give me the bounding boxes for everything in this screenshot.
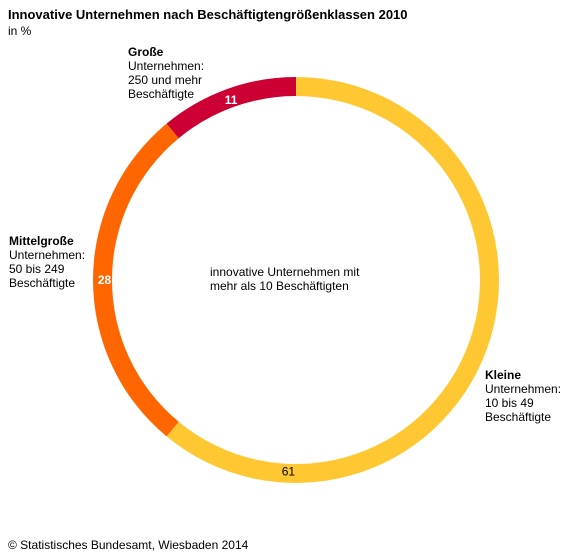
chart-subtitle: in %: [8, 24, 32, 38]
center-label-line1: innovative Unternehmen mit: [210, 265, 360, 279]
legend-label-medium: Mittelgroße Unternehmen: 50 bis 249 Besc…: [9, 234, 85, 290]
center-label-line2: mehr als 10 Beschäftigten: [210, 279, 349, 293]
legend-label-large-line1: Unternehmen:: [128, 59, 205, 73]
legend-label-small-line1: Unternehmen:: [485, 382, 562, 396]
legend-label-medium-line3: Beschäftigte: [9, 276, 76, 290]
chart-title: Innovative Unternehmen nach Beschäftigte…: [8, 7, 408, 22]
slice-value-label: 28: [98, 273, 112, 287]
source-footer: © Statistisches Bundesamt, Wiesbaden 201…: [8, 538, 249, 552]
legend-label-medium-name: Mittelgroße: [9, 234, 74, 248]
legend-label-small: Kleine Unternehmen: 10 bis 49 Beschäftig…: [485, 368, 561, 424]
legend-label-small-line3: Beschäftigte: [485, 410, 552, 424]
legend-label-large: Große Unternehmen: 250 und mehr Beschäft…: [128, 45, 204, 101]
pie-slice: [92, 123, 179, 437]
pie-slice: [166, 77, 296, 139]
legend-label-medium-line1: Unternehmen:: [9, 248, 86, 262]
pie-slice: [166, 77, 500, 484]
legend-label-small-line2: 10 bis 49: [485, 396, 534, 410]
legend-label-small-name: Kleine: [485, 368, 522, 382]
legend-label-large-line3: Beschäftigte: [128, 87, 195, 101]
slice-value-label: 61: [282, 464, 296, 478]
center-label: innovative Unternehmen mit mehr als 10 B…: [210, 265, 390, 293]
legend-label-large-name: Große: [128, 45, 164, 59]
legend-label-medium-line2: 50 bis 249: [9, 262, 65, 276]
slice-value-label: 11: [225, 93, 238, 107]
legend-label-large-line2: 250 und mehr: [128, 73, 203, 87]
